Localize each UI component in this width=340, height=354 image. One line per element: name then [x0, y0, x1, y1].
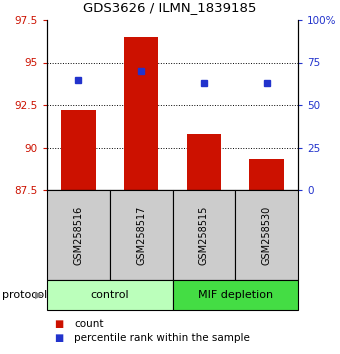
Text: ▶: ▶ [35, 290, 42, 300]
Bar [61, 110, 96, 190]
Text: GSM258515: GSM258515 [199, 205, 209, 265]
Text: control: control [90, 290, 129, 300]
Text: ■: ■ [54, 333, 63, 343]
Text: count: count [74, 319, 104, 329]
Text: GDS3626 / ILMN_1839185: GDS3626 / ILMN_1839185 [83, 1, 257, 15]
Text: GSM258517: GSM258517 [136, 205, 146, 265]
Text: protocol: protocol [2, 290, 47, 300]
Bar [172, 280, 298, 310]
Bar [124, 37, 158, 190]
Bar [172, 190, 235, 280]
Text: GSM258530: GSM258530 [261, 205, 272, 265]
Bar [110, 190, 172, 280]
Bar [47, 280, 172, 310]
Text: GSM258516: GSM258516 [73, 205, 83, 265]
Text: percentile rank within the sample: percentile rank within the sample [74, 333, 250, 343]
Bar [47, 190, 110, 280]
Bar [235, 190, 298, 280]
Bar [249, 159, 284, 190]
Text: ■: ■ [54, 319, 63, 329]
Bar [187, 134, 221, 190]
Text: MIF depletion: MIF depletion [198, 290, 273, 300]
